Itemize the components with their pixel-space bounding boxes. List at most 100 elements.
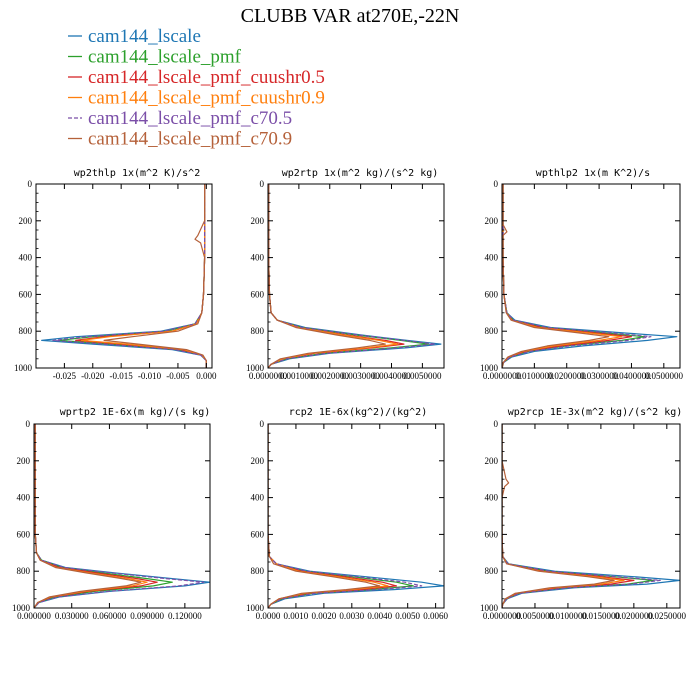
series-group-0	[41, 184, 207, 368]
ytick-label-4-1: 200	[251, 456, 265, 466]
series-line-4-0	[268, 424, 444, 608]
panel-title-1: wp2rtp 1x(m^2 kg)/(s^2 kg)	[282, 168, 439, 179]
legend-label-5: cam144_lscale_pmf_c70.9	[88, 129, 292, 150]
series-line-1-0	[268, 184, 442, 368]
xtick-label-4-5: 0.0050	[395, 611, 420, 621]
ytick-label-1-1: 200	[251, 216, 265, 226]
ytick-label-0-2: 400	[19, 253, 33, 263]
ytick-label-0-5: 1000	[14, 363, 33, 373]
series-line-0-5	[103, 184, 207, 368]
panel-1: wp2rtp 1x(m^2 kg)/(s^2 kg) 0 200 400 600 800 1…	[246, 168, 445, 381]
xtick-label-4-0: 0.0000	[256, 611, 281, 621]
panel-title-0: wp2thlp 1x(m^2 K)/s^2	[74, 168, 200, 179]
panels: wp2thlp 1x(m^2 K)/s^2 0 200 400 600 800 1000 -0…	[12, 168, 686, 621]
series-line-0-3	[80, 184, 207, 368]
ytick-label-3-2: 400	[17, 493, 31, 503]
series-group-2	[502, 184, 678, 368]
ytick-label-4-5: 1000	[246, 603, 265, 613]
ytick-label-2-4: 800	[485, 326, 499, 336]
xtick-label-5-1: 0.0050000	[516, 611, 555, 621]
legend-label-1: cam144_lscale_pmf	[88, 47, 242, 68]
ytick-label-5-5: 1000	[480, 603, 499, 613]
series-line-1-5	[268, 184, 386, 368]
series-line-0-4	[52, 184, 207, 368]
panel-title-2: wpthlp2 1x(m K^2)/s	[536, 168, 650, 179]
ytick-label-2-1: 200	[485, 216, 499, 226]
ytick-label-1-3: 600	[251, 289, 265, 299]
xtick-label-5-5: 0.0250000	[648, 611, 687, 621]
ytick-label-5-1: 200	[485, 456, 499, 466]
xtick-label-2-5: 0.0500000	[645, 371, 684, 381]
ytick-label-2-3: 600	[485, 289, 499, 299]
ytick-label-4-4: 800	[251, 566, 265, 576]
legend: cam144_lscalecam144_lscale_pmfcam144_lsc…	[68, 26, 325, 150]
ytick-label-1-0: 0	[260, 179, 265, 189]
ytick-label-0-3: 600	[19, 289, 33, 299]
series-line-0-2	[75, 184, 207, 368]
series-group-1	[268, 184, 442, 368]
xtick-label-4-6: 0.0060	[423, 611, 448, 621]
series-line-3-1	[34, 424, 173, 608]
xtick-label-1-4: 0.0040000	[372, 371, 411, 381]
panel-5: wp2rcp 1E-3x(m^2 kg)/(s^2 kg) 0 200 400 600 8…	[480, 407, 686, 621]
ytick-label-1-5: 1000	[246, 363, 265, 373]
xtick-label-2-1: 0.0100000	[515, 371, 554, 381]
xtick-label-5-2: 0.0100000	[549, 611, 588, 621]
panel-4: rcp2 1E-6x(kg^2)/(kg^2) 0 200 400 600 800 1000…	[246, 407, 448, 621]
ytick-label-4-2: 400	[251, 493, 265, 503]
figure-title: CLUBB VAR at270E,-22N	[241, 5, 460, 27]
series-line-4-4	[268, 424, 423, 608]
ytick-label-5-2: 400	[485, 493, 499, 503]
series-line-3-0	[34, 424, 210, 608]
ytick-label-1-2: 400	[251, 253, 265, 263]
ytick-label-3-1: 200	[17, 456, 31, 466]
xtick-label-2-4: 0.0400000	[612, 371, 651, 381]
ytick-label-3-3: 600	[17, 529, 31, 539]
ytick-label-3-0: 0	[26, 419, 31, 429]
xtick-label-3-4: 0.120000	[168, 611, 202, 621]
xtick-label-1-0: 0.0000000	[249, 371, 288, 381]
series-line-3-5	[34, 424, 142, 608]
xtick-label-0-1: -0.020	[81, 371, 105, 381]
panel-2: wpthlp2 1x(m K^2)/s 0 200 400 600 800 10000.00…	[480, 168, 683, 381]
ytick-label-5-3: 600	[485, 529, 499, 539]
series-line-3-4	[34, 424, 205, 608]
plot-frame-1	[267, 183, 445, 369]
series-line-5-4	[502, 424, 661, 608]
ytick-label-5-0: 0	[494, 419, 499, 429]
xtick-label-1-3: 0.0030000	[342, 371, 381, 381]
xtick-label-4-2: 0.0020	[311, 611, 336, 621]
xtick-label-3-1: 0.030000	[55, 611, 89, 621]
legend-label-0: cam144_lscale	[88, 26, 201, 47]
ytick-label-3-4: 800	[17, 566, 31, 576]
legend-label-3: cam144_lscale_pmf_cuushr0.9	[88, 88, 325, 109]
legend-label-4: cam144_lscale_pmf_c70.5	[88, 108, 292, 129]
xtick-label-4-1: 0.0010	[284, 611, 309, 621]
xtick-label-1-2: 0.0020000	[311, 371, 350, 381]
panel-title-4: rcp2 1E-6x(kg^2)/(kg^2)	[289, 407, 427, 418]
xtick-label-3-2: 0.060000	[93, 611, 127, 621]
series-line-2-2	[502, 184, 633, 368]
xtick-label-1-5: 0.0050000	[403, 371, 442, 381]
xtick-label-4-4: 0.0040	[367, 611, 392, 621]
ytick-label-4-0: 0	[260, 419, 265, 429]
series-line-1-3	[268, 184, 399, 368]
ytick-label-1-4: 800	[251, 326, 265, 336]
xtick-label-5-0: 0.0000000	[483, 611, 522, 621]
xtick-label-0-5: 0.000	[196, 371, 217, 381]
xtick-label-5-4: 0.0200000	[615, 611, 654, 621]
panel-0: wp2thlp 1x(m^2 K)/s^2 0 200 400 600 800 1000 -0…	[14, 168, 217, 381]
series-group-3	[34, 424, 210, 608]
xtick-label-0-4: -0.005	[166, 371, 190, 381]
series-line-5-5	[502, 424, 615, 608]
xtick-label-0-2: -0.015	[110, 371, 134, 381]
legend-label-2: cam144_lscale_pmf_cuushr0.5	[88, 67, 325, 88]
series-line-4-1	[268, 424, 414, 608]
ytick-label-2-5: 1000	[480, 363, 499, 373]
xtick-label-2-3: 0.0300000	[580, 371, 619, 381]
series-line-2-1	[502, 184, 646, 368]
ytick-label-3-5: 1000	[12, 603, 31, 613]
series-line-2-4	[502, 184, 652, 368]
xtick-label-5-3: 0.0150000	[582, 611, 621, 621]
